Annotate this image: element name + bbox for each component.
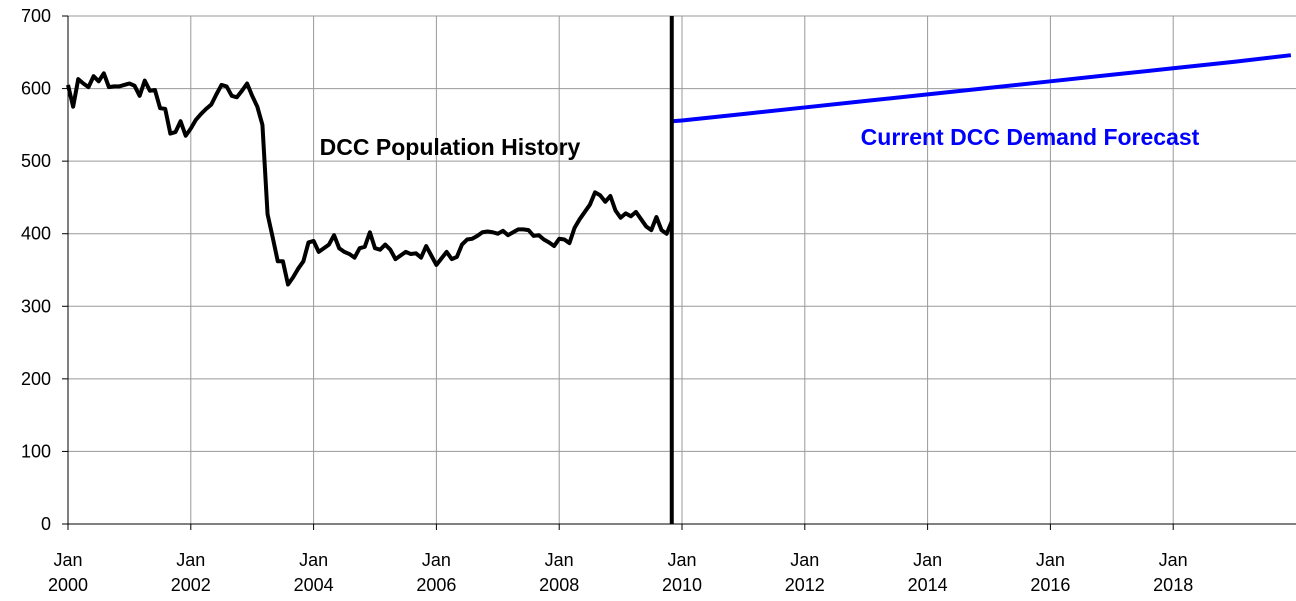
x-tick-label: Jan 2002	[171, 550, 211, 595]
y-tick-label: 700	[21, 6, 51, 26]
series-line	[671, 53, 1292, 124]
x-tick-label-part: 2018	[1153, 575, 1193, 595]
x-tick-label: Jan 2016	[1030, 550, 1070, 595]
x-tick-label: Jan 2008	[539, 550, 579, 595]
x-tick-label-part: 2016	[1030, 575, 1070, 595]
x-tick-label-part: Jan	[667, 550, 696, 570]
x-tick-label-part: Jan	[790, 550, 819, 570]
x-tick-label-part: 2008	[539, 575, 579, 595]
x-tick-label: Jan 2000	[48, 550, 88, 595]
x-tick-label-part: Jan	[299, 550, 328, 570]
x-tick-label-part: Jan	[176, 550, 205, 570]
x-tick-label-part: 2012	[785, 575, 825, 595]
x-tick-label-part: Jan	[422, 550, 451, 570]
x-tick-label-part: Jan	[53, 550, 82, 570]
x-tick-label-part: 2010	[662, 575, 702, 595]
x-tick-label: Jan 2014	[908, 550, 948, 595]
series-annotation: Current DCC Demand Forecast	[861, 124, 1200, 150]
y-tick-label: 600	[21, 79, 51, 99]
y-tick-label: 300	[21, 296, 51, 316]
x-tick-label: Jan 2012	[785, 550, 825, 595]
series-annotation: DCC Population History	[320, 134, 581, 160]
x-tick-label-part: Jan	[913, 550, 942, 570]
x-tick-label-part: Jan	[1036, 550, 1065, 570]
y-tick-label: 0	[41, 514, 51, 534]
x-tick-label-part: Jan	[545, 550, 574, 570]
x-tick-label: Jan 2010	[662, 550, 702, 595]
series-line	[66, 71, 674, 287]
x-tick-label: Jan 2004	[294, 550, 334, 595]
x-tick-label-part: 2002	[171, 575, 211, 595]
x-tick-label: Jan 2006	[416, 550, 456, 595]
x-tick-label-part: 2000	[48, 575, 88, 595]
y-tick-label: 200	[21, 369, 51, 389]
x-tick-label-part: 2004	[294, 575, 334, 595]
y-tick-label: 500	[21, 151, 51, 171]
x-tick-label-part: Jan	[1159, 550, 1188, 570]
x-tick-label: Jan 2018	[1153, 550, 1193, 595]
y-tick-label: 100	[21, 441, 51, 461]
x-tick-label-part: 2006	[416, 575, 456, 595]
x-tick-label-part: 2014	[908, 575, 948, 595]
y-tick-label: 400	[21, 224, 51, 244]
